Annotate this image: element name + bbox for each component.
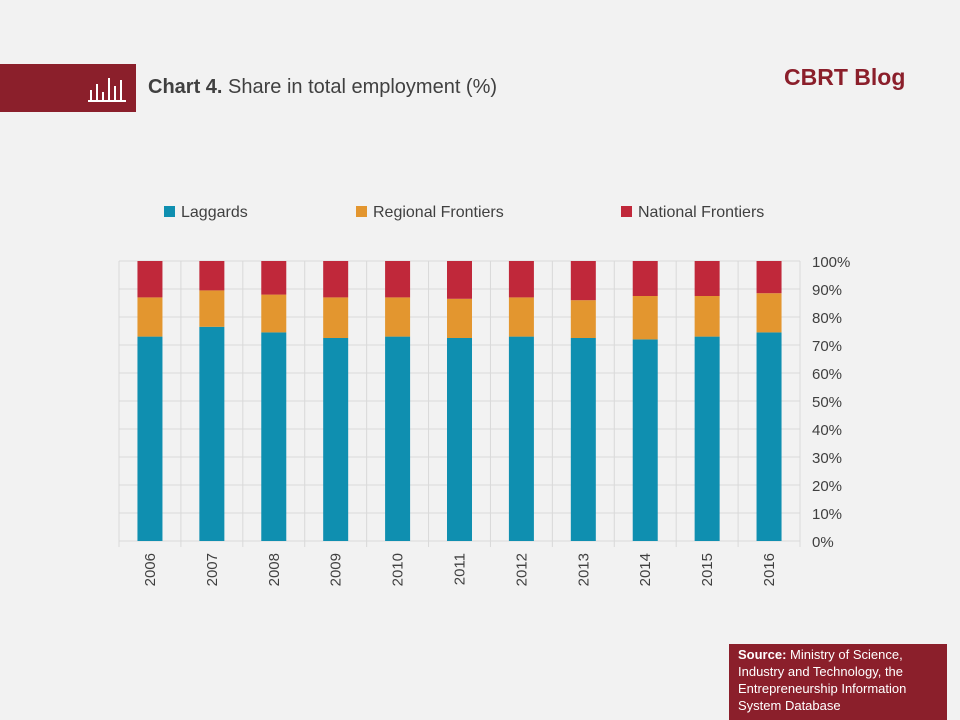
title-band <box>0 64 136 112</box>
bar-laggards <box>508 336 534 541</box>
bar-laggards <box>447 338 472 541</box>
y-tick-label: 70% <box>812 338 842 355</box>
bar-laggards <box>632 339 658 541</box>
legend-label-national-frontiers: National Frontiers <box>638 204 765 221</box>
y-tick-label: 10% <box>812 506 842 523</box>
chart-legend: Laggards Regional Frontiers National Fro… <box>0 204 960 226</box>
bar-laggards <box>261 332 287 541</box>
x-tick-label: 2013 <box>575 553 592 586</box>
bar-regional-frontiers <box>137 297 163 337</box>
x-tick-label: 2010 <box>390 553 407 586</box>
bar-laggards <box>137 336 163 541</box>
bar-national-frontiers <box>261 261 287 295</box>
bar-regional-frontiers <box>385 297 411 337</box>
y-tick-label: 40% <box>812 422 842 439</box>
y-tick-label: 0% <box>812 534 834 551</box>
y-tick-label: 60% <box>812 366 842 383</box>
bar-national-frontiers <box>385 261 411 298</box>
bar-regional-frontiers <box>323 297 349 338</box>
y-tick-label: 20% <box>812 478 842 495</box>
bar-laggards <box>570 338 596 541</box>
source-box: Source: Ministry of Science, Industry an… <box>729 644 947 720</box>
y-tick-label: 30% <box>812 450 842 467</box>
x-tick-label: 2012 <box>513 553 530 586</box>
bar-national-frontiers <box>570 261 596 301</box>
bar-regional-frontiers <box>447 298 472 338</box>
bar-regional-frontiers <box>508 297 534 337</box>
legend-swatch-regional-frontiers <box>356 206 367 217</box>
bar-laggards <box>756 332 782 541</box>
chart-icon <box>88 78 126 102</box>
x-tick-label: 2014 <box>637 553 654 586</box>
legend-label-regional-frontiers: Regional Frontiers <box>373 204 504 221</box>
bar-laggards <box>694 336 720 541</box>
bar-national-frontiers <box>756 261 782 294</box>
legend-item-national-frontiers: National Frontiers <box>621 204 764 222</box>
chart-number: Chart 4. <box>148 76 223 98</box>
brand-logo-text: CBRT Blog <box>784 64 906 90</box>
bar-regional-frontiers <box>632 296 658 340</box>
bar-national-frontiers <box>199 261 225 291</box>
bar-regional-frontiers <box>694 296 720 337</box>
x-tick-label: 2016 <box>761 553 778 586</box>
chart-title: Chart 4. Share in total employment (%) <box>148 76 497 99</box>
legend-swatch-laggards <box>164 206 175 217</box>
bar-national-frontiers <box>447 261 472 299</box>
bar-regional-frontiers <box>261 294 287 333</box>
x-tick-label: 2011 <box>452 553 469 585</box>
bar-national-frontiers <box>323 261 349 298</box>
x-tick-label: 2009 <box>328 553 345 586</box>
x-tick-label: 2015 <box>699 553 716 586</box>
legend-swatch-national-frontiers <box>621 206 632 217</box>
y-tick-label: 100% <box>812 254 850 271</box>
bar-national-frontiers <box>694 261 720 296</box>
legend-item-laggards: Laggards <box>164 204 248 222</box>
bar-laggards <box>323 338 349 541</box>
y-tick-label: 80% <box>812 310 842 327</box>
bar-national-frontiers <box>508 261 534 298</box>
bar-regional-frontiers <box>570 300 596 338</box>
legend-item-regional-frontiers: Regional Frontiers <box>356 204 504 222</box>
chart-title-text: Share in total employment (%) <box>228 76 498 98</box>
legend-label-laggards: Laggards <box>181 204 248 221</box>
y-tick-label: 50% <box>812 394 842 411</box>
x-tick-label: 2007 <box>204 553 221 586</box>
source-text: Ministry of Science, Industry and Techno… <box>738 647 907 713</box>
bar-regional-frontiers <box>199 290 225 327</box>
bar-national-frontiers <box>137 261 163 298</box>
x-tick-label: 2006 <box>142 553 159 586</box>
bar-laggards <box>199 326 225 541</box>
bar-laggards <box>385 336 411 541</box>
y-tick-label: 90% <box>812 282 842 299</box>
source-label: Source: <box>738 647 787 662</box>
bar-national-frontiers <box>632 261 658 296</box>
bar-regional-frontiers <box>756 293 782 333</box>
x-tick-label: 2008 <box>266 553 283 586</box>
